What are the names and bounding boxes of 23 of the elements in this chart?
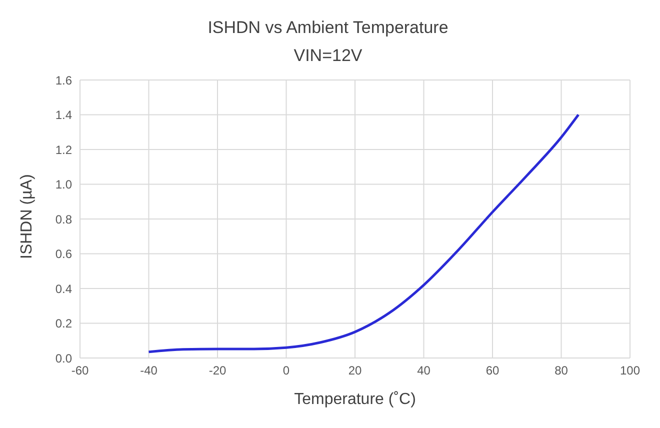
chart-title: ISHDN vs Ambient Temperature	[206, 18, 450, 38]
y-tick-label: 0.4	[55, 282, 72, 296]
x-tick-label: 80	[554, 364, 568, 378]
x-tick-label: 20	[348, 364, 362, 378]
chart-subtitle: VIN=12V	[292, 46, 364, 66]
x-axis-title: Temperature (˚C)	[294, 391, 416, 408]
y-tick-label: 0.2	[55, 316, 72, 331]
y-tick-label: 1.0	[55, 178, 72, 192]
x-tick-label: -40	[140, 364, 158, 378]
x-tick-label: 40	[417, 364, 431, 378]
y-tick-label: 0.6	[55, 247, 72, 262]
y-axis-title: ISHDN (µA)	[18, 174, 36, 259]
x-tick-label: 100	[620, 364, 640, 378]
y-tick-label: 0.0	[55, 351, 72, 366]
y-tick-label: 1.6	[55, 73, 72, 88]
y-tick-label: 0.8	[55, 212, 72, 226]
x-tick-label: 0	[282, 364, 290, 378]
y-tick-label: 1.2	[55, 142, 72, 157]
x-tick-label: 60	[486, 364, 500, 378]
x-tick-label: -60	[71, 364, 89, 378]
x-tick-label: -20	[208, 364, 226, 378]
y-tick-label: 1.4	[55, 108, 72, 122]
line-series	[148, 114, 580, 354]
